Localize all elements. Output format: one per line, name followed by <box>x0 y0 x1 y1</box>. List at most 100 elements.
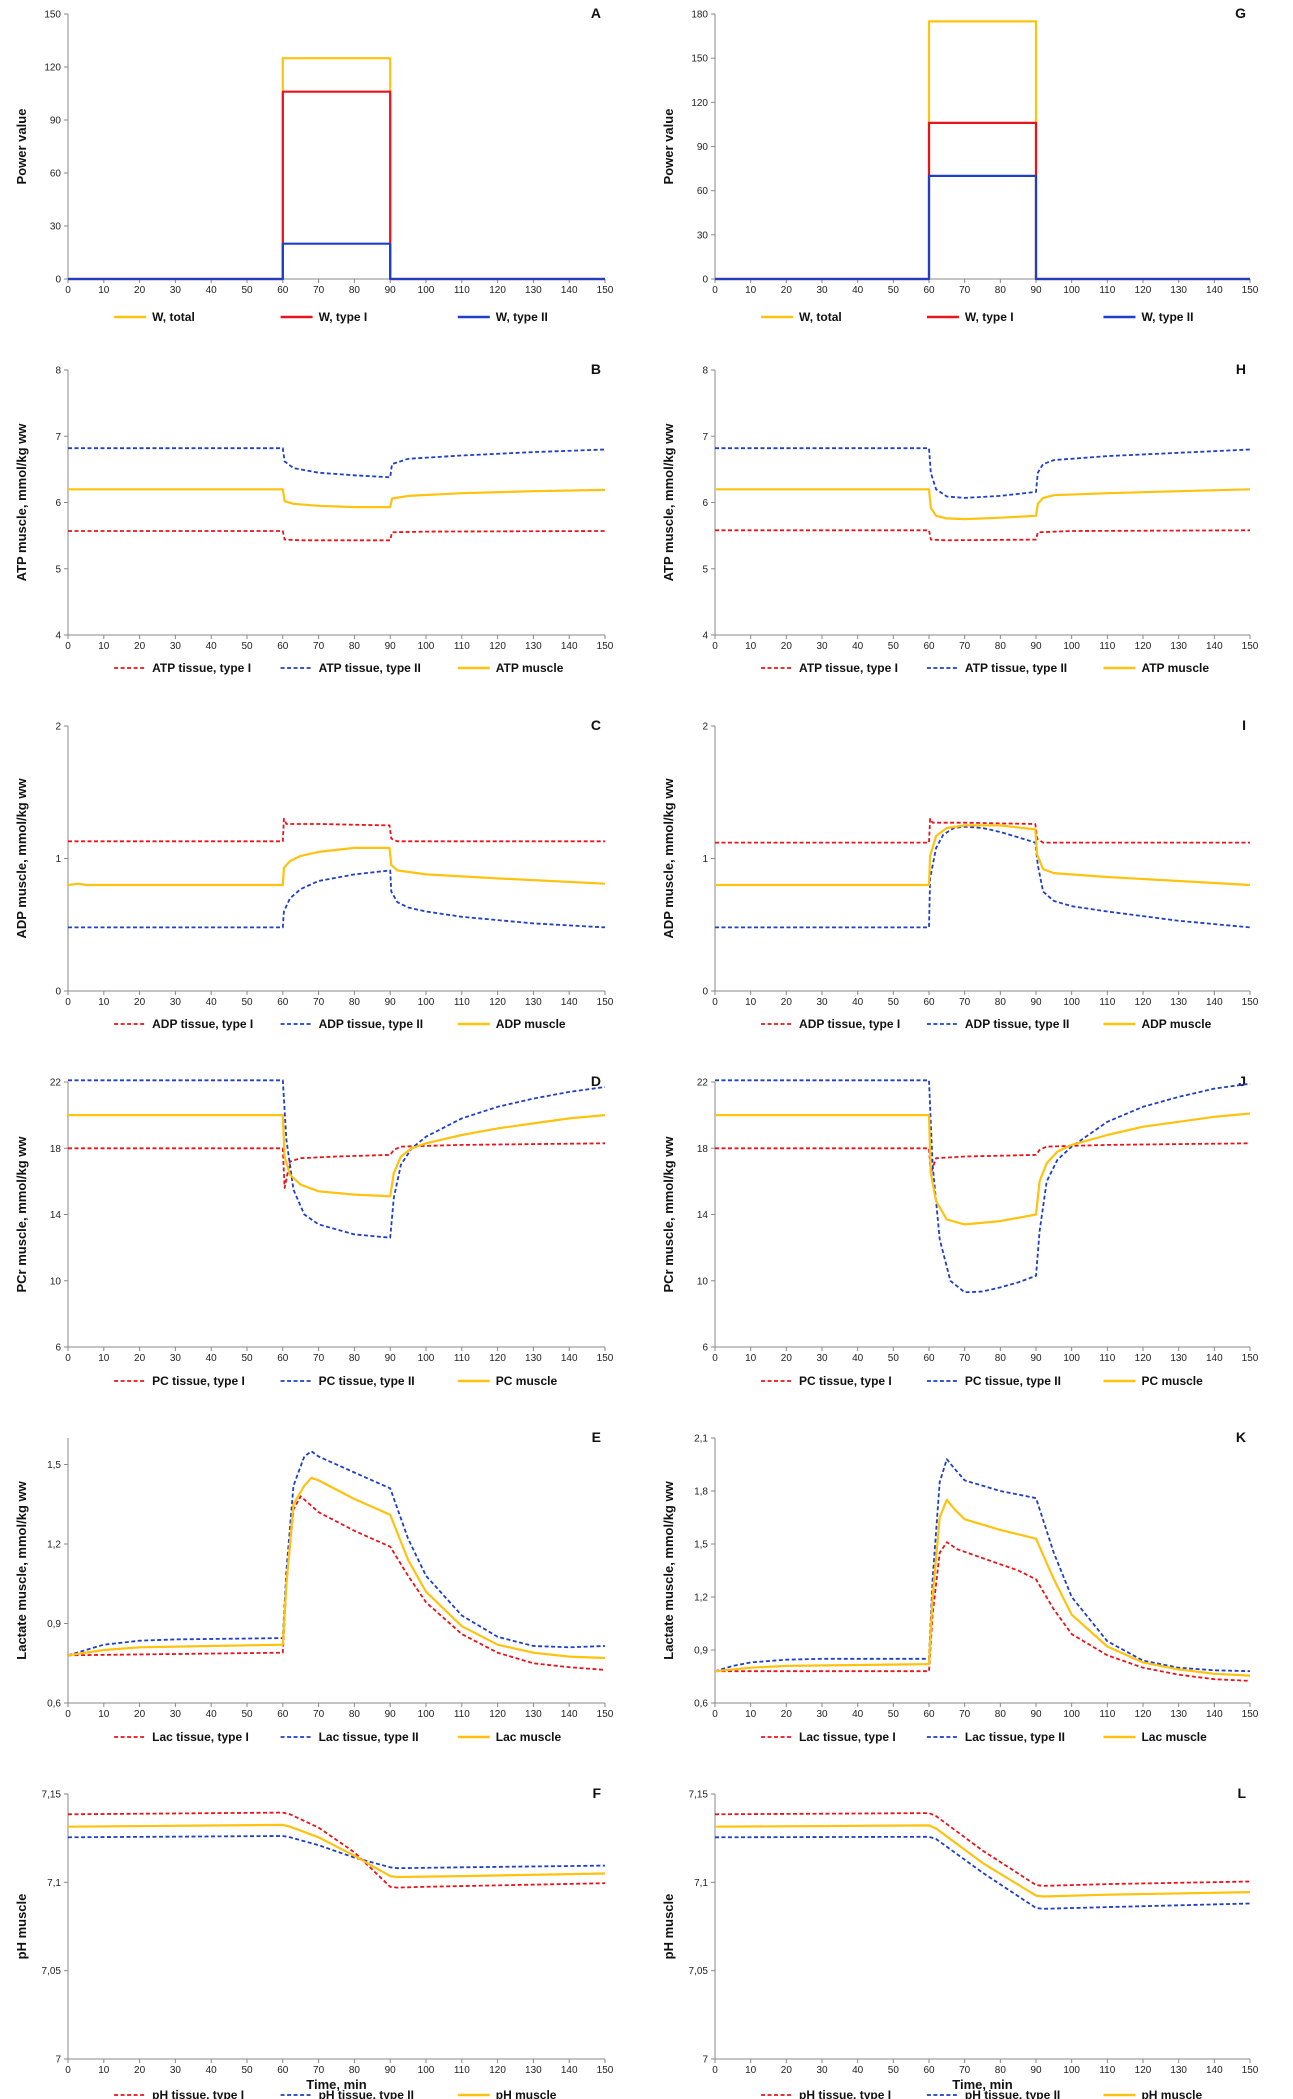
y-tick-label: 60 <box>50 169 62 180</box>
series-line-1 <box>68 817 605 843</box>
y-tick-label: 30 <box>50 222 62 233</box>
x-tick-label: 50 <box>888 2065 900 2076</box>
x-tick-label: 20 <box>134 1709 146 1720</box>
panel-A: 0 30 60 90 120 150 0 10 20 30 40 50 60 70 80 90 100 110 12… <box>14 5 614 324</box>
y-tick-label: 0,9 <box>694 1646 708 1657</box>
x-tick-label: 20 <box>781 285 793 296</box>
y-axis-title: Power value <box>14 109 29 185</box>
x-tick-label: 70 <box>313 1353 325 1364</box>
x-tick-label: 100 <box>1063 1709 1080 1720</box>
y-tick-label: 7,1 <box>694 1878 708 1889</box>
x-tick-label: 90 <box>385 1709 397 1720</box>
y-axis-title: Lactate muscle, mmol/kg ww <box>661 1480 676 1659</box>
x-tick-label: 20 <box>134 285 146 296</box>
x-tick-label: 50 <box>241 2065 253 2076</box>
legend-entry: PC muscle <box>496 1374 558 1388</box>
x-tick-label: 130 <box>1170 2065 1187 2076</box>
legend-entry: ATP muscle <box>496 661 564 675</box>
series-line-2 <box>67 1835 606 1870</box>
series-line-1 <box>67 1495 606 1671</box>
x-tick-label: 60 <box>277 285 289 296</box>
x-tick-label: 120 <box>489 1353 506 1364</box>
legend: W, total W, type I W, type II <box>761 310 1193 324</box>
x-tick-label: 100 <box>418 1353 435 1364</box>
legend-entry: W, type I <box>319 310 368 324</box>
legend-entry: ATP tissue, type II <box>965 661 1067 675</box>
x-tick-label: 140 <box>561 1709 578 1720</box>
x-tick-label: 50 <box>888 641 900 652</box>
y-axis-title: ATP muscle, mmol/kg ww <box>661 423 676 582</box>
series-line-2 <box>68 447 606 479</box>
x-tick-label: 30 <box>816 641 828 652</box>
legend: ATP tissue, type I ATP tissue, type II ATP… <box>761 661 1209 675</box>
y-tick-label: 7,05 <box>689 1966 709 1977</box>
series-line-1 <box>715 20 1250 281</box>
series-line-2 <box>714 1835 1251 1910</box>
x-tick-label: 100 <box>418 1709 435 1720</box>
x-tick-label: 10 <box>745 641 757 652</box>
x-tick-label: 130 <box>1170 641 1187 652</box>
y-tick-label: 6 <box>55 1343 61 1354</box>
y-axis-title: ATP muscle, mmol/kg ww <box>14 423 29 582</box>
legend: ATP tissue, type I ATP tissue, type II ATP… <box>114 661 564 675</box>
legend-entry: W, total <box>152 310 195 324</box>
y-tick-label: 7 <box>55 2055 61 2066</box>
y-tick-label: 7 <box>55 432 61 443</box>
x-tick-label: 150 <box>1242 997 1259 1008</box>
x-tick-label: 140 <box>561 2065 578 2076</box>
legend-entry: pH tissue, type II <box>965 2088 1060 2099</box>
panel-E: 0,6 0,9 1,2 1,5 0 10 20 30 40 50 60 70 80 90 100 110 120… <box>14 1429 614 1744</box>
x-tick-label: 60 <box>277 641 289 652</box>
x-tick-label: 0 <box>65 2065 71 2076</box>
x-tick-label: 20 <box>134 641 146 652</box>
x-tick-label: 20 <box>134 1353 146 1364</box>
x-tick-label: 80 <box>349 285 361 296</box>
x-tick-label: 40 <box>852 997 864 1008</box>
x-tick-label: 30 <box>816 1353 828 1364</box>
x-tick-label: 50 <box>888 285 900 296</box>
x-tick-label: 30 <box>816 1709 828 1720</box>
legend-entry: pH tissue, type I <box>799 2088 891 2099</box>
x-tick-label: 120 <box>1135 2065 1152 2076</box>
series-line-2 <box>715 121 1250 281</box>
x-tick-label: 100 <box>1063 997 1080 1008</box>
x-tick-label: 100 <box>1063 285 1080 296</box>
x-tick-label: 10 <box>745 2065 757 2076</box>
x-tick-label: 70 <box>313 1709 325 1720</box>
y-tick-label: 6 <box>55 498 61 509</box>
x-tick-label: 0 <box>712 641 718 652</box>
y-tick-label: 7,15 <box>42 1790 62 1801</box>
y-tick-label: 4 <box>55 631 61 642</box>
x-tick-label: 40 <box>206 2065 218 2076</box>
series-line-3 <box>68 1114 606 1198</box>
y-tick-label: 7,05 <box>42 1966 62 1977</box>
y-tick-label: 22 <box>50 1078 62 1089</box>
x-tick-label: 110 <box>454 285 470 296</box>
x-tick-label: 40 <box>852 1709 864 1720</box>
y-tick-label: 10 <box>50 1276 62 1287</box>
panel-label: H <box>1236 361 1246 377</box>
series-line-3 <box>715 174 1250 281</box>
series-line-2 <box>715 447 1251 499</box>
y-tick-label: 2,1 <box>694 1434 708 1445</box>
x-tick-label: 130 <box>1170 1709 1187 1720</box>
x-tick-label: 40 <box>206 1709 218 1720</box>
y-tick-label: 2 <box>702 722 708 733</box>
x-tick-label: 0 <box>65 1353 71 1364</box>
series-line-1 <box>68 1142 606 1189</box>
x-tick-label: 110 <box>454 2065 470 2076</box>
x-tick-label: 110 <box>1099 997 1115 1008</box>
x-tick-label: 20 <box>781 641 793 652</box>
x-tick-label: 140 <box>1206 1709 1223 1720</box>
x-tick-label: 100 <box>1063 2065 1080 2076</box>
x-tick-label: 120 <box>1135 1353 1152 1364</box>
x-tick-label: 10 <box>745 997 757 1008</box>
x-tick-label: 80 <box>349 641 361 652</box>
x-tick-label: 120 <box>489 1709 506 1720</box>
x-tick-label: 0 <box>712 285 718 296</box>
y-tick-label: 6 <box>702 1343 708 1354</box>
x-tick-label: 90 <box>1030 285 1042 296</box>
x-tick-label: 80 <box>349 1353 361 1364</box>
y-tick-label: 8 <box>702 366 708 377</box>
x-tick-label: 20 <box>781 997 793 1008</box>
